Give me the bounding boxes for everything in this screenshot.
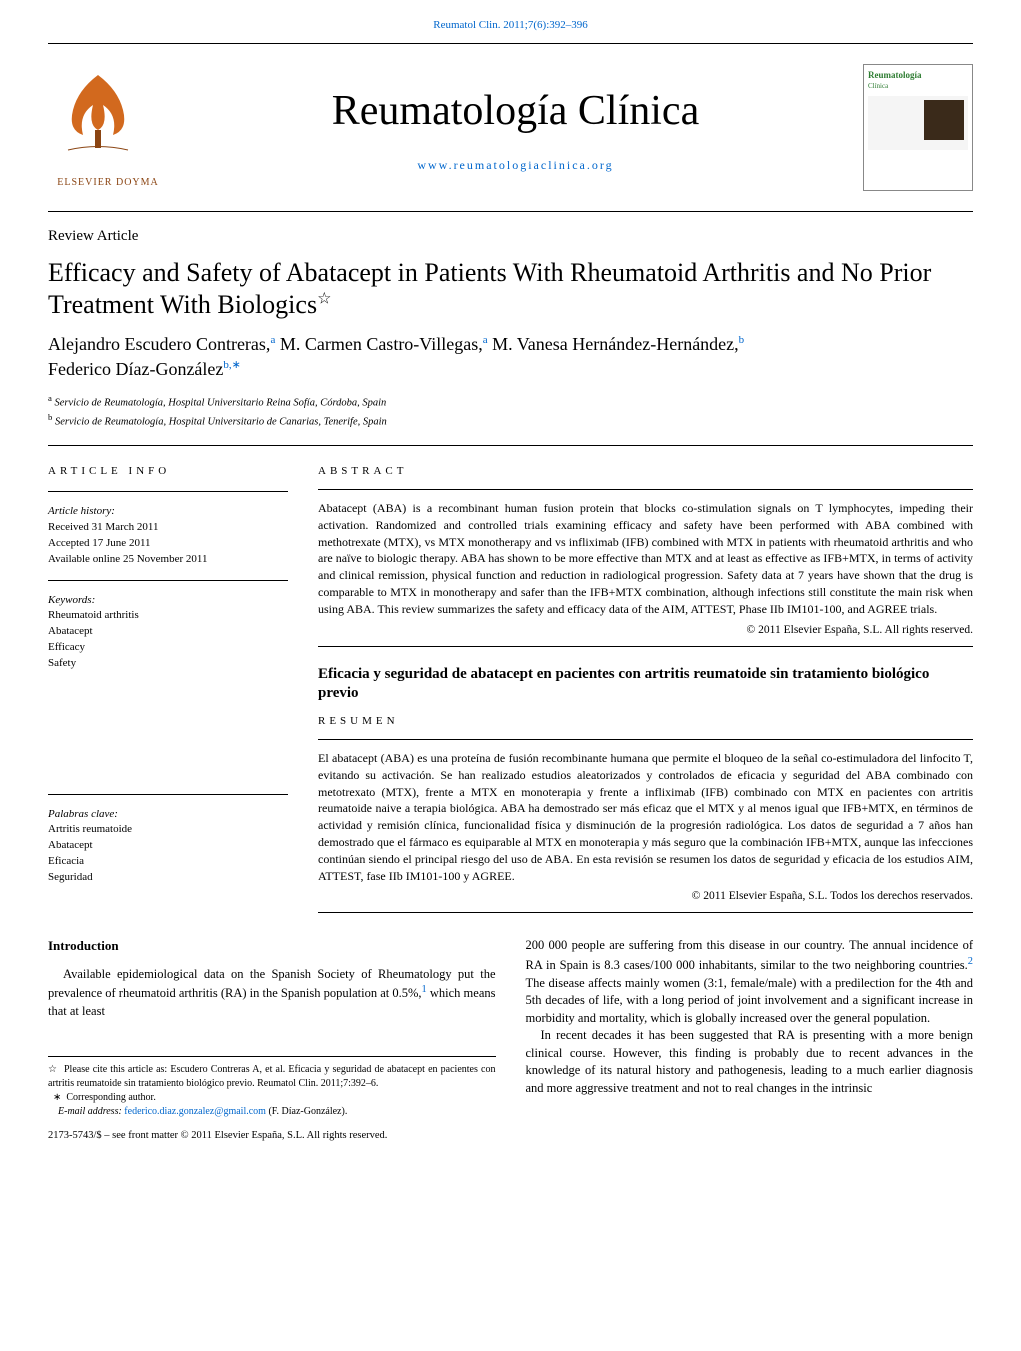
resumen-rule bbox=[318, 739, 973, 740]
info-rule-1 bbox=[48, 491, 288, 492]
info-rule-3 bbox=[48, 794, 288, 795]
abstract-text: Abatacept (ABA) is a recombinant human f… bbox=[318, 500, 973, 618]
abstract-copyright: © 2011 Elsevier España, S.L. All rights … bbox=[318, 622, 973, 638]
resumen-heading: RESUMEN bbox=[318, 714, 973, 729]
history-label: Article history: bbox=[48, 504, 288, 520]
author-1: Alejandro Escudero Contreras,a bbox=[48, 334, 275, 354]
journal-url: www.reumatologiaclinica.org bbox=[168, 157, 863, 174]
keyword-3: Efficacy bbox=[48, 640, 288, 656]
cover-image bbox=[868, 96, 968, 186]
introduction-heading: Introduction bbox=[48, 937, 496, 955]
body-column-left: Introduction Available epidemiological d… bbox=[48, 937, 496, 1119]
title-text: Efficacy and Safety of Abatacept in Pati… bbox=[48, 258, 931, 320]
cover-title: Reumatología bbox=[868, 69, 968, 82]
resumen-copyright: © 2011 Elsevier España, S.L. Todos los d… bbox=[318, 888, 973, 904]
palabras-label: Palabras clave: bbox=[48, 807, 288, 822]
keywords-label: Keywords: bbox=[48, 593, 288, 608]
author-4: Federico Díaz-Gonzálezb,∗ bbox=[48, 359, 241, 379]
body-column-right: 200 000 people are suffering from this d… bbox=[526, 937, 974, 1119]
journal-name: Reumatología Clínica bbox=[168, 82, 863, 141]
palabra-4: Seguridad bbox=[48, 870, 288, 886]
journal-title-block: Reumatología Clínica www.reumatologiacli… bbox=[168, 82, 863, 174]
footer: 2173-5743/$ – see front matter © 2011 El… bbox=[0, 1119, 1021, 1168]
journal-name-sub: Clínica bbox=[578, 88, 699, 134]
keywords-list: Rheumatoid arthritis Abatacept Efficacy … bbox=[48, 608, 288, 672]
top-citation: Reumatol Clin. 2011;7(6):392–396 bbox=[0, 0, 1021, 43]
keyword-4: Safety bbox=[48, 656, 288, 672]
palabra-2: Abatacept bbox=[48, 838, 288, 854]
accepted-date: Accepted 17 June 2011 bbox=[48, 536, 288, 552]
keyword-2: Abatacept bbox=[48, 624, 288, 640]
palabra-1: Artritis reumatoide bbox=[48, 822, 288, 838]
journal-name-main: Reumatología bbox=[332, 88, 568, 134]
author-list: Alejandro Escudero Contreras,a M. Carmen… bbox=[0, 332, 1021, 392]
cite-footnote: ☆ Please cite this article as: Escudero … bbox=[48, 1063, 496, 1091]
publisher-label: ELSEVIER DOYMA bbox=[48, 176, 168, 190]
info-abstract-row: ARTICLE INFO Article history: Received 3… bbox=[0, 446, 1021, 914]
journal-url-link[interactable]: www.reumatologiaclinica.org bbox=[417, 158, 613, 172]
masthead: ELSEVIER DOYMA Reumatología Clínica www.… bbox=[0, 44, 1021, 210]
ref-2[interactable]: 2 bbox=[968, 956, 973, 967]
info-rule-2 bbox=[48, 580, 288, 581]
article-info-column: ARTICLE INFO Article history: Received 3… bbox=[48, 464, 288, 914]
abstract-rule bbox=[318, 489, 973, 490]
affiliation-b: b Servicio de Reumatología, Hospital Uni… bbox=[48, 411, 973, 430]
keyword-1: Rheumatoid arthritis bbox=[48, 608, 288, 624]
article-type: Review Article bbox=[0, 212, 1021, 253]
palabra-3: Eficacia bbox=[48, 854, 288, 870]
intro-paragraph-2: 200 000 people are suffering from this d… bbox=[526, 937, 974, 1027]
elsevier-tree-icon bbox=[48, 65, 148, 175]
publisher-logo: ELSEVIER DOYMA bbox=[48, 65, 168, 190]
online-date: Available online 25 November 2011 bbox=[48, 552, 288, 568]
title-note-symbol: ☆ bbox=[317, 291, 331, 308]
article-info-heading: ARTICLE INFO bbox=[48, 464, 288, 479]
star-icon: ☆ bbox=[48, 1064, 58, 1075]
affiliations: a Servicio de Reumatología, Hospital Uni… bbox=[0, 392, 1021, 444]
cover-thumbnail: Reumatología Clínica bbox=[863, 64, 973, 190]
email-footnote: E-mail address: federico.diaz.gonzalez@g… bbox=[48, 1105, 496, 1119]
spanish-title: Eficacia y seguridad de abatacept en pac… bbox=[318, 665, 973, 704]
author-2: M. Carmen Castro-Villegas,a bbox=[280, 334, 488, 354]
intro-paragraph-3: In recent decades it has been suggested … bbox=[526, 1027, 974, 1097]
article-title: Efficacy and Safety of Abatacept in Pati… bbox=[0, 253, 1021, 332]
affiliation-a: a Servicio de Reumatología, Hospital Uni… bbox=[48, 392, 973, 411]
resumen-rule-bottom bbox=[318, 912, 973, 913]
abstract-column: ABSTRACT Abatacept (ABA) is a recombinan… bbox=[318, 464, 973, 914]
palabras-list: Artritis reumatoide Abatacept Eficacia S… bbox=[48, 822, 288, 886]
article-history: Article history: Received 31 March 2011 … bbox=[48, 504, 288, 568]
resumen-text: El abatacept (ABA) es una proteína de fu… bbox=[318, 750, 973, 884]
abstract-rule-bottom bbox=[318, 646, 973, 647]
abstract-heading: ABSTRACT bbox=[318, 464, 973, 479]
body-columns: Introduction Available epidemiological d… bbox=[0, 913, 1021, 1119]
author-3: M. Vanesa Hernández-Hernández,b bbox=[492, 334, 744, 354]
citation-link[interactable]: Reumatol Clin. 2011;7(6):392–396 bbox=[433, 19, 588, 31]
email-link[interactable]: federico.diaz.gonzalez@gmail.com bbox=[124, 1106, 266, 1117]
intro-paragraph-1: Available epidemiological data on the Sp… bbox=[48, 966, 496, 1021]
cover-subtitle: Clínica bbox=[868, 82, 968, 92]
footnotes: ☆ Please cite this article as: Escudero … bbox=[48, 1056, 496, 1119]
received-date: Received 31 March 2011 bbox=[48, 520, 288, 536]
corresponding-footnote: ∗ Corresponding author. bbox=[48, 1091, 496, 1105]
